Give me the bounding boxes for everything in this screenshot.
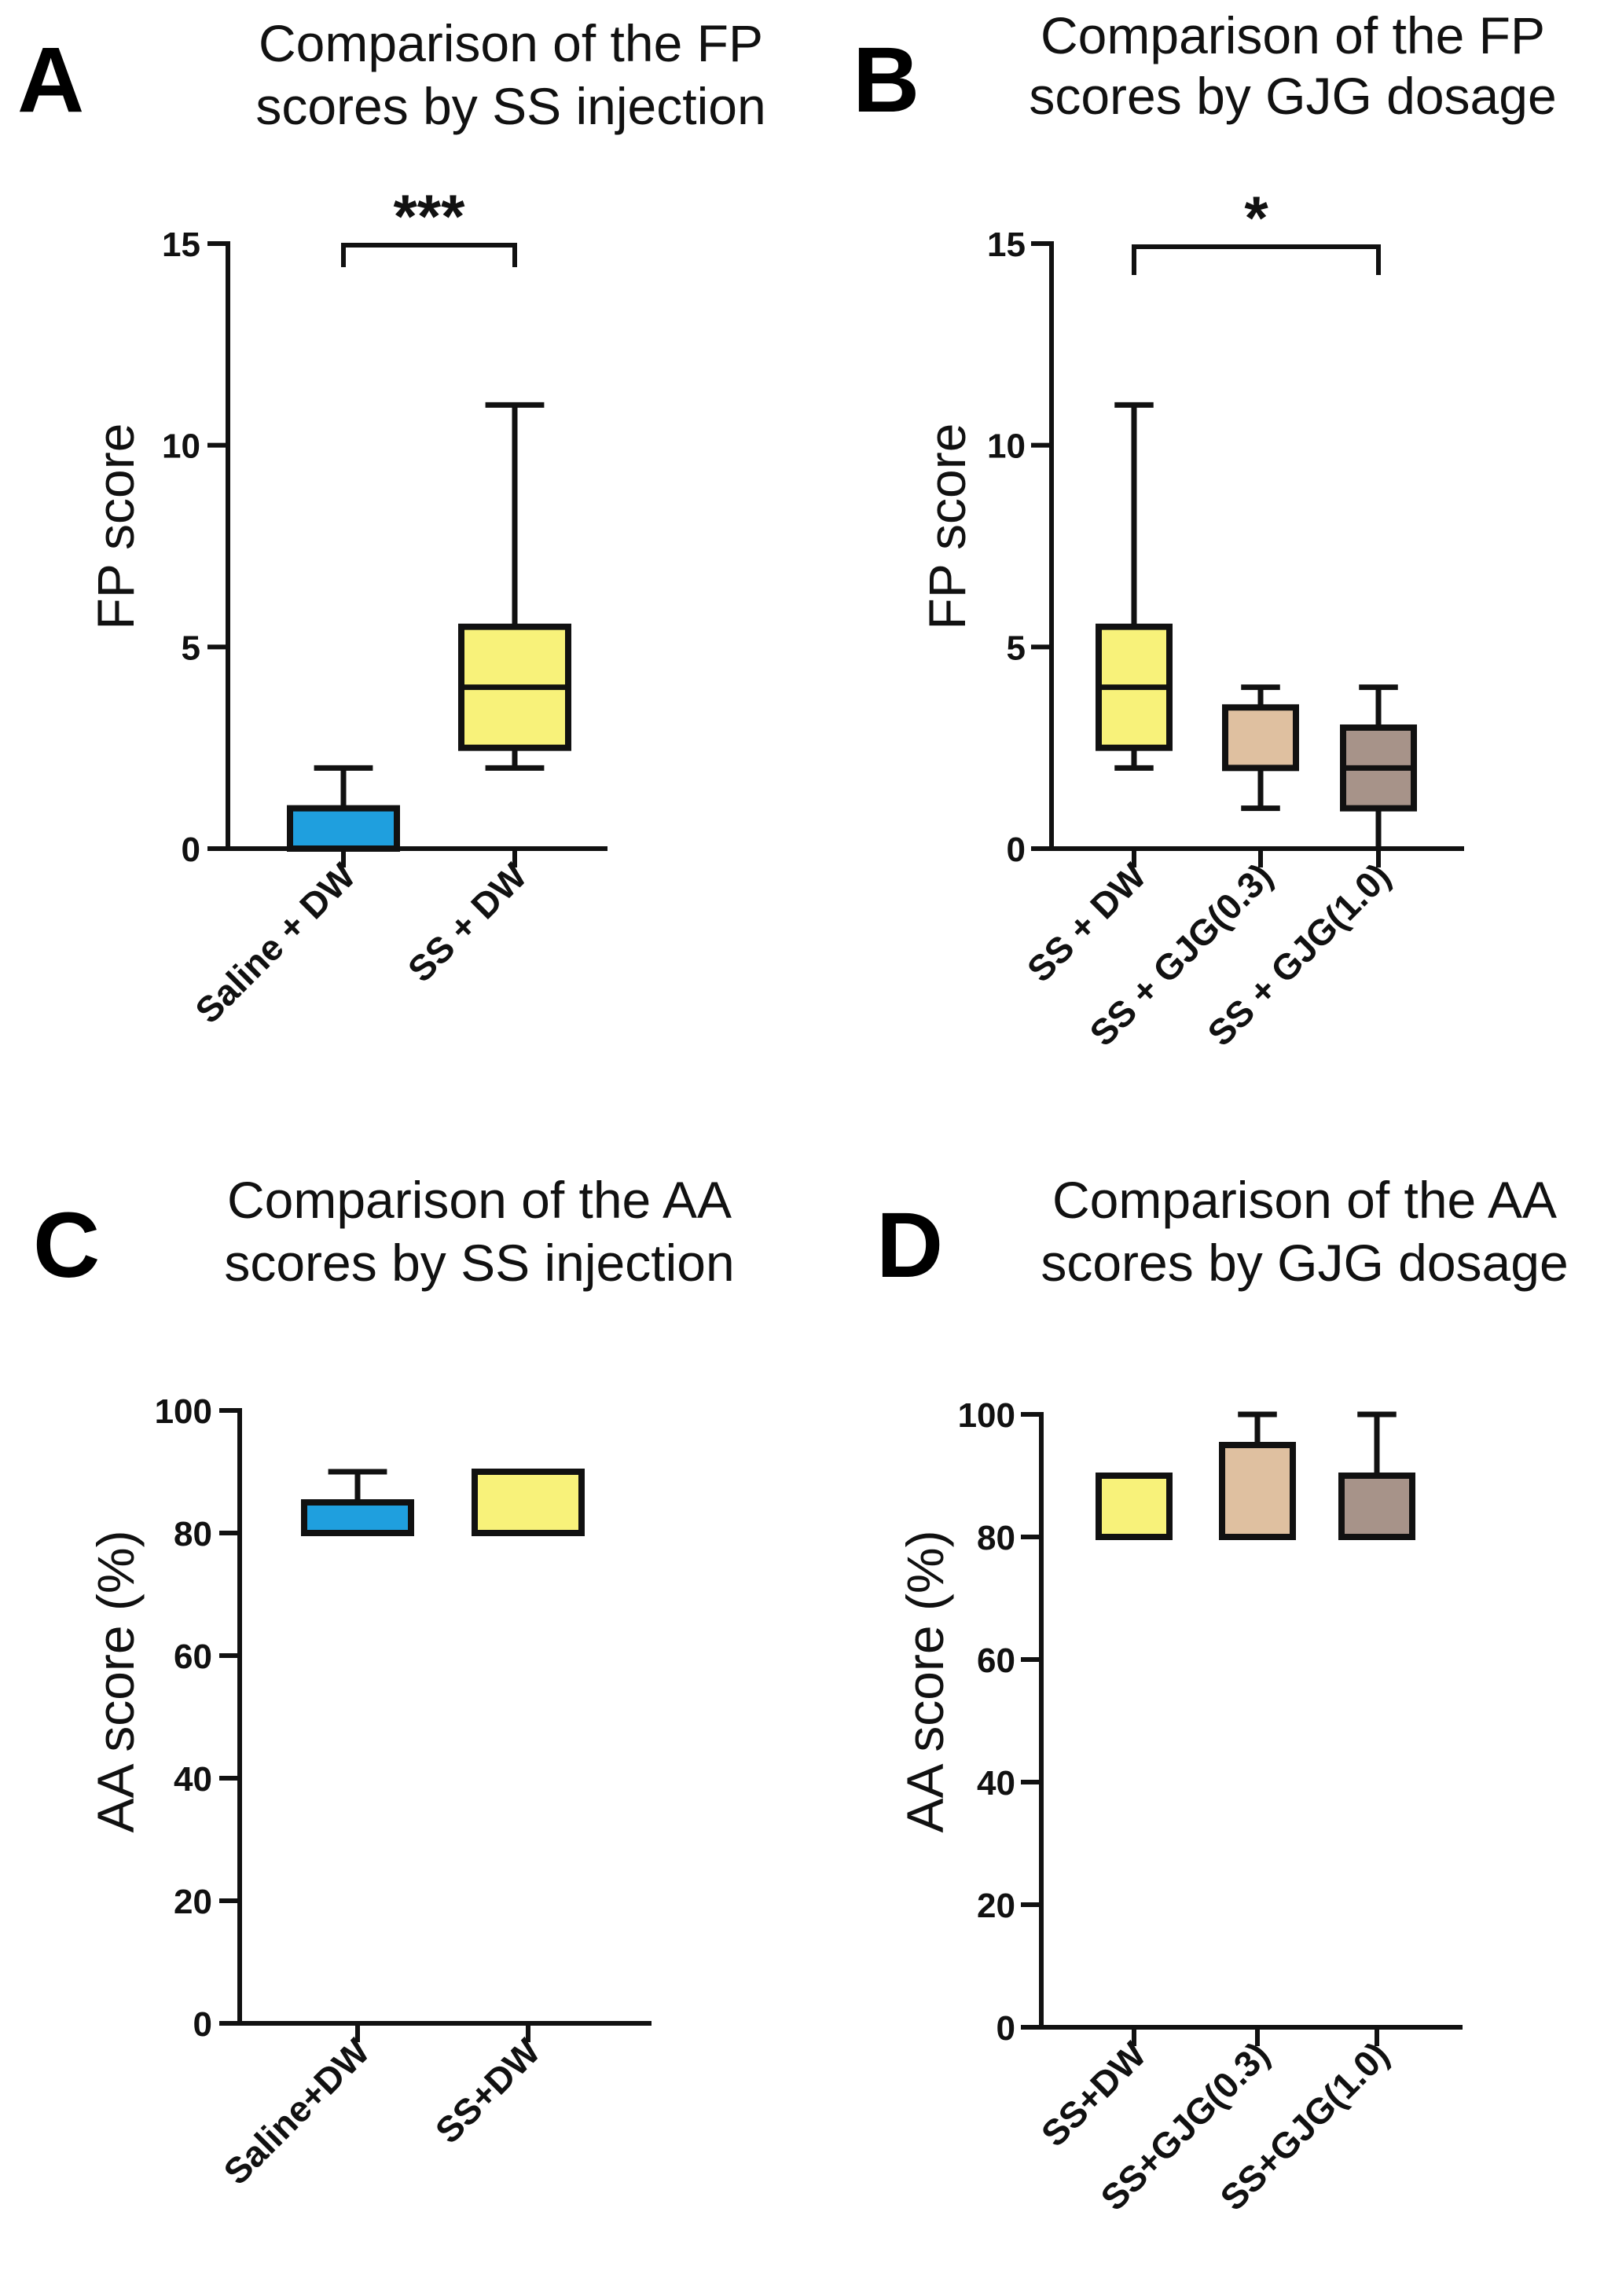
y-axis-label: AA score (%)	[896, 1530, 954, 1832]
y-axis-label: FP score	[918, 424, 976, 630]
chart-title-line: Comparison of the FP	[259, 14, 763, 72]
box-2	[1222, 684, 1299, 812]
box-body	[472, 1469, 585, 1536]
box-body	[301, 1499, 414, 1536]
y-tick-label: 0	[193, 2005, 212, 2044]
chart-title-line: Comparison of the AA	[1052, 1171, 1557, 1229]
y-tick-label: 5	[182, 629, 200, 667]
chart-title-line: scores by GJG dosage	[1029, 67, 1556, 125]
box-body	[1222, 704, 1299, 772]
y-tick-label: 100	[155, 1392, 212, 1431]
box-2	[1219, 1411, 1296, 1540]
y-tick-label: 0	[1007, 831, 1026, 869]
y-tick-label: 5	[1007, 629, 1026, 667]
box-body	[1096, 1473, 1173, 1540]
box-body	[287, 805, 400, 852]
panel-letter: D	[876, 1194, 943, 1297]
y-tick-label: 60	[174, 1638, 212, 1676]
y-tick-label: 15	[162, 226, 200, 264]
box-3	[1340, 684, 1417, 849]
y-axis-label: FP score	[86, 424, 145, 630]
chart-title-line: Comparison of the FP	[1041, 6, 1545, 64]
y-tick-label: 15	[987, 226, 1026, 264]
y-tick-label: 40	[977, 1764, 1015, 1803]
y-tick-label: 40	[174, 1760, 212, 1799]
x-tick-label: Saline + DW	[187, 855, 363, 1031]
box-3	[1338, 1411, 1415, 1540]
significance-label: ***	[393, 182, 465, 251]
panel-letter: C	[33, 1194, 100, 1297]
panel-letter: A	[17, 28, 84, 132]
box-1	[1096, 402, 1173, 771]
significance-label: *	[1244, 183, 1268, 252]
y-tick-label: 20	[174, 1883, 212, 1921]
chart-title-line: scores by SS injection	[255, 77, 765, 135]
x-tick-label: SS + DW	[1019, 855, 1154, 990]
box-1	[301, 1469, 414, 1536]
y-tick-label: 60	[977, 1641, 1015, 1680]
x-tick-label: SS + DW	[400, 855, 535, 990]
chart-title-line: scores by GJG dosage	[1041, 1234, 1568, 1292]
y-tick-label: 0	[182, 831, 200, 869]
box-1	[1096, 1473, 1173, 1540]
x-tick-label: SS+DW	[428, 2030, 549, 2151]
y-tick-label: 80	[174, 1515, 212, 1553]
significance-bracket: *	[1132, 183, 1381, 275]
y-tick-label: 0	[997, 2009, 1015, 2048]
y-tick-label: 80	[977, 1519, 1015, 1557]
bracket-line	[1132, 244, 1381, 275]
bracket-line	[341, 243, 517, 267]
y-tick-label: 20	[977, 1887, 1015, 1925]
y-tick-label: 10	[987, 427, 1026, 466]
y-tick-label: 10	[162, 427, 200, 466]
panel-letter: B	[853, 28, 919, 132]
x-tick-label: Saline+DW	[215, 2030, 377, 2192]
chart-title-line: scores by SS injection	[224, 1234, 734, 1292]
y-axis-label: AA score (%)	[86, 1530, 145, 1832]
box-body	[1219, 1442, 1296, 1540]
y-tick-label: 100	[958, 1396, 1015, 1435]
box-body	[1338, 1473, 1415, 1540]
box-2	[458, 402, 571, 771]
significance-bracket: ***	[341, 182, 517, 267]
box-1	[287, 765, 400, 852]
x-tick-label: SS+DW	[1033, 2034, 1154, 2155]
box-2	[472, 1469, 585, 1536]
chart-title-line: Comparison of the AA	[227, 1171, 732, 1229]
